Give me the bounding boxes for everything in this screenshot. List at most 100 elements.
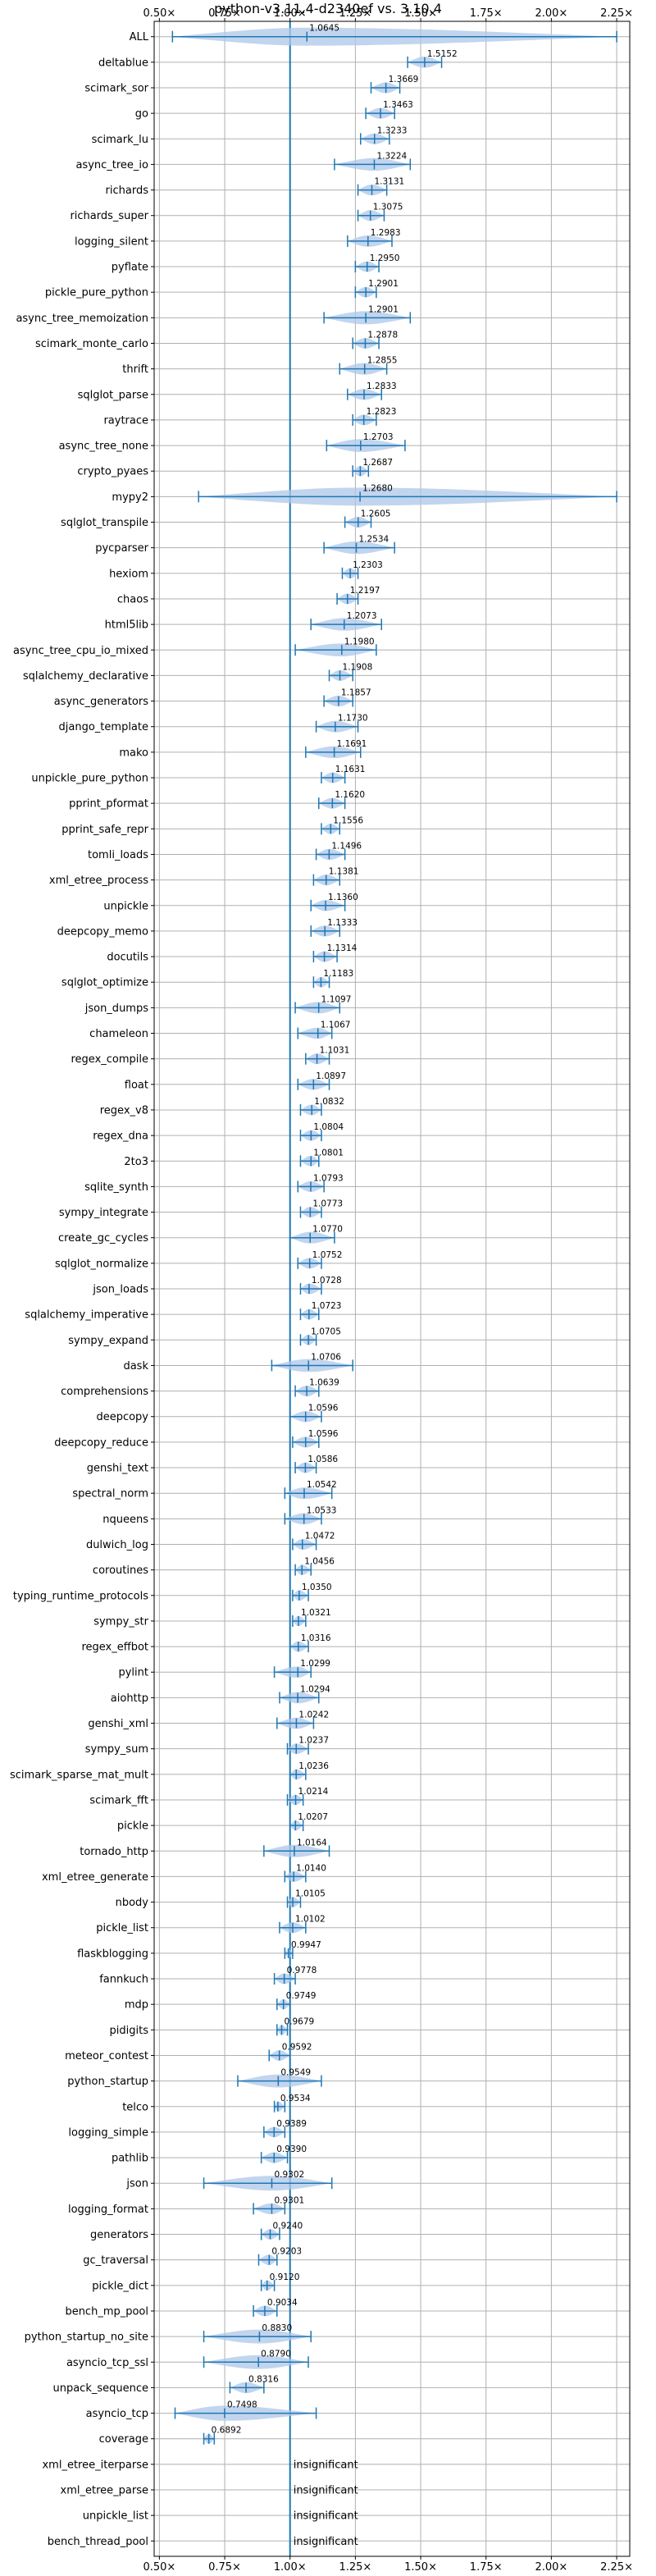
value-label: 0.9302	[274, 2170, 304, 2180]
category-label: pprint_safe_repr	[61, 824, 148, 836]
value-label: 1.2901	[368, 279, 399, 289]
value-label: 0.9301	[274, 2195, 304, 2205]
category-label: gc_traversal	[83, 2254, 148, 2267]
category-label: tomli_loads	[88, 849, 148, 861]
value-label: 0.9592	[282, 2042, 312, 2052]
value-label: 1.2073	[347, 611, 377, 621]
value-label: 1.0105	[295, 1889, 326, 1899]
value-label: 1.0586	[308, 1455, 338, 1464]
category-label: richards	[106, 185, 149, 197]
category-label: sqlalchemy_declarative	[23, 670, 148, 683]
category-label: async_tree_cpu_io_mixed	[13, 645, 148, 657]
category-label: unpickle_list	[83, 2510, 148, 2523]
value-label: 0.9778	[287, 1966, 317, 1975]
category-label: scimark_monte_carlo	[35, 338, 148, 350]
category-label: deltablue	[98, 57, 148, 69]
value-label: 1.2950	[370, 253, 400, 263]
value-label: 1.0804	[313, 1122, 344, 1132]
x-tick-label-top: 1.50×	[404, 7, 437, 20]
marks-layer	[171, 21, 617, 2556]
value-label: 1.0752	[312, 1250, 343, 1260]
x-tick-label-bottom: 1.50×	[404, 2561, 437, 2574]
category-label: xml_etree_parse	[61, 2485, 148, 2497]
category-label: sympy_expand	[68, 1335, 148, 1347]
value-label: 1.2855	[367, 356, 398, 366]
category-label: async_generators	[54, 696, 149, 708]
value-label: 0.6892	[212, 2426, 242, 2436]
category-label: pprint_pformat	[69, 798, 148, 811]
category-label: logging_simple	[68, 2126, 148, 2139]
value-label: 1.0706	[311, 1352, 341, 1362]
value-label: 1.0639	[309, 1378, 339, 1388]
insignificant-label: insignificant	[294, 2459, 358, 2471]
plot-frame	[153, 21, 631, 2557]
x-tick-label-bottom: 0.50×	[143, 2561, 175, 2574]
category-label: logging_silent	[75, 235, 148, 248]
category-label: regex_effbot	[81, 1642, 148, 1654]
category-label: nqueens	[102, 1514, 148, 1526]
category-label: sympy_integrate	[59, 1207, 148, 1219]
value-label: 1.1620	[335, 790, 365, 800]
value-label: 1.0596	[308, 1404, 339, 1414]
category-label: docutils	[107, 952, 148, 964]
value-label: 1.1631	[335, 765, 366, 774]
x-tick-label-top: 1.75×	[470, 7, 503, 20]
category-label: python_startup_no_site	[25, 2332, 148, 2344]
value-label: 0.9534	[280, 2094, 311, 2103]
value-label: 1.0773	[312, 1199, 343, 1209]
category-label: xml_etree_process	[49, 875, 148, 887]
category-label: deepcopy	[96, 1411, 148, 1423]
x-tick-label-bottom: 2.00×	[535, 2561, 567, 2574]
value-label: 1.0164	[297, 1838, 327, 1848]
value-label: 1.0350	[302, 1583, 332, 1592]
value-label: 1.1980	[344, 637, 375, 646]
value-label: 1.2605	[361, 509, 391, 519]
insignificant-label: insignificant	[294, 2485, 358, 2497]
category-label: chameleon	[89, 1028, 148, 1040]
value-label: 1.0316	[301, 1633, 331, 1643]
category-label: html5lib	[105, 619, 148, 632]
value-label: 1.3075	[373, 203, 403, 212]
value-label: 1.1381	[329, 867, 359, 877]
category-label: django_template	[59, 721, 148, 733]
category-label: comprehensions	[61, 1386, 148, 1398]
category-label: float	[125, 1079, 148, 1091]
value-label: 1.2901	[368, 304, 399, 314]
value-label: 1.0728	[312, 1276, 342, 1286]
value-label: 1.0705	[311, 1327, 341, 1336]
value-label: 1.0645	[309, 24, 339, 34]
value-label: 1.0102	[295, 1915, 326, 1925]
category-label: logging_format	[68, 2204, 148, 2216]
value-label: 0.9679	[284, 2016, 314, 2026]
value-label: 0.9203	[271, 2247, 302, 2257]
value-label: 1.0472	[305, 1531, 335, 1541]
insignificant-label: insignificant	[294, 2536, 358, 2548]
x-tick-label-top: 2.00×	[535, 7, 567, 20]
category-label: richards_super	[70, 210, 148, 222]
value-label: 0.9120	[270, 2272, 300, 2282]
category-label: pickle_list	[96, 1922, 148, 1934]
value-label: 1.0207	[298, 1812, 328, 1822]
insignificant-label: insignificant	[294, 2510, 358, 2523]
x-tick-label-top: 2.25×	[600, 7, 633, 20]
category-label: pidigits	[110, 2025, 149, 2037]
value-label: 1.0793	[313, 1173, 344, 1183]
category-label: scimark_lu	[92, 134, 148, 146]
value-label: 1.3131	[374, 177, 404, 187]
category-label: scimark_sor	[84, 82, 148, 94]
category-label: typing_runtime_protocols	[13, 1590, 148, 1602]
value-label: 1.2687	[362, 458, 393, 468]
value-label: 0.9240	[272, 2222, 303, 2231]
category-label: coverage	[99, 2433, 148, 2446]
category-label: asyncio_tcp_ssl	[66, 2357, 148, 2369]
value-label: 0.9034	[267, 2298, 298, 2308]
category-label: pylint	[118, 1667, 148, 1679]
value-label: 1.0294	[300, 1684, 330, 1694]
value-label: 1.1360	[328, 893, 358, 902]
category-label: pathlib	[112, 2153, 148, 2165]
category-label: unpickle	[103, 900, 148, 912]
x-tick-label-bottom: 1.25×	[339, 2561, 371, 2574]
value-label: 0.8790	[261, 2349, 291, 2359]
